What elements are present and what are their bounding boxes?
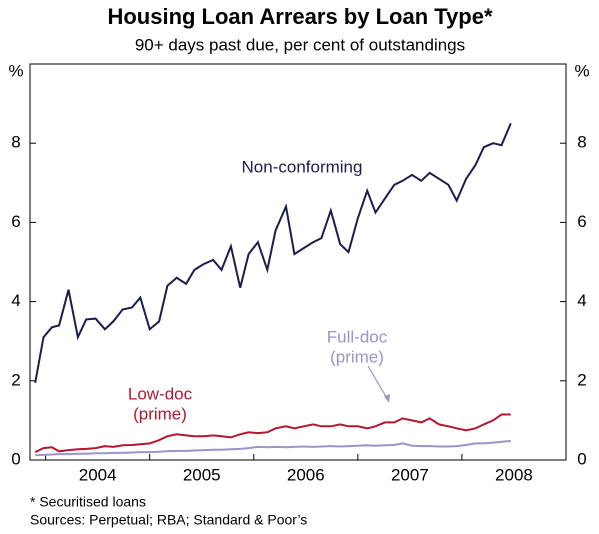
series-line — [35, 440, 511, 457]
y-tick-label: 6 — [577, 212, 586, 231]
x-tick-label: 2007 — [391, 465, 429, 484]
y-tick-label: 4 — [577, 291, 586, 310]
series-line — [34, 413, 511, 454]
footnote: * Securitised loans — [30, 494, 146, 510]
y-tick-label: 0 — [11, 449, 20, 468]
annotation: (prime) — [330, 347, 384, 366]
x-tick-label: 2006 — [287, 465, 325, 484]
series-line — [34, 123, 512, 383]
sources: Sources: Perpetual; RBA; Standard & Poor… — [30, 512, 307, 528]
annotation: (prime) — [133, 404, 187, 423]
annotation: Low-doc — [128, 384, 193, 403]
x-tick-label: 2005 — [183, 465, 221, 484]
chart-title: Housing Loan Arrears by Loan Type* — [107, 4, 493, 29]
y-tick-label: 2 — [577, 370, 586, 389]
y-unit: % — [574, 61, 589, 80]
y-tick-label: 8 — [577, 133, 586, 152]
y-tick-label: 8 — [11, 133, 20, 152]
annotation: Full-doc — [327, 327, 388, 346]
plot-frame — [29, 63, 567, 461]
y-tick-label: 4 — [11, 291, 20, 310]
annotation-arrow — [367, 365, 389, 401]
y-tick-label: 0 — [577, 449, 586, 468]
y-unit: % — [8, 61, 23, 80]
y-tick-label: 6 — [11, 212, 20, 231]
arrow-head — [384, 394, 390, 403]
y-tick-label: 2 — [11, 370, 20, 389]
x-tick-label: 2008 — [495, 465, 533, 484]
chart-subtitle: 90+ days past due, per cent of outstandi… — [135, 35, 465, 54]
annotation: Non-conforming — [242, 157, 363, 176]
x-tick-label: 2004 — [79, 465, 117, 484]
